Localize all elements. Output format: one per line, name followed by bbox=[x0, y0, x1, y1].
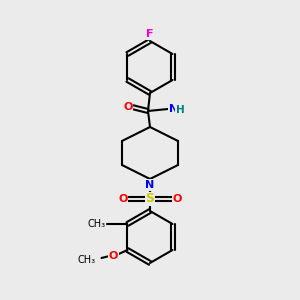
Text: N: N bbox=[146, 180, 154, 190]
Text: H: H bbox=[176, 105, 185, 115]
Text: N: N bbox=[169, 104, 178, 114]
Text: S: S bbox=[146, 193, 154, 206]
Text: O: O bbox=[109, 251, 118, 261]
Text: CH₃: CH₃ bbox=[77, 255, 95, 265]
Text: O: O bbox=[118, 194, 128, 204]
Text: CH₃: CH₃ bbox=[87, 219, 106, 229]
Text: O: O bbox=[172, 194, 182, 204]
Text: O: O bbox=[123, 102, 133, 112]
Text: F: F bbox=[146, 29, 154, 39]
